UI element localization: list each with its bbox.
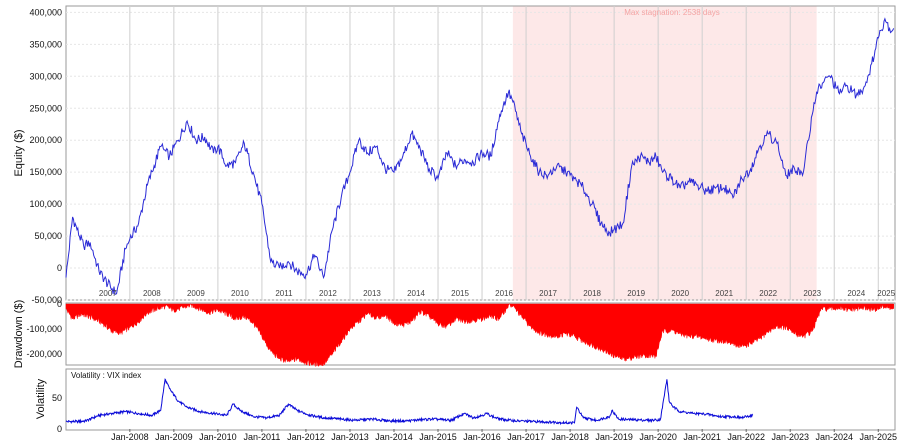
year-label: 2013: [363, 289, 381, 298]
volatility-tick-label: 0: [57, 424, 62, 434]
equity-tick-label: 250,000: [29, 103, 62, 113]
date-tick-label: Jan-2024: [815, 432, 853, 442]
date-tick-label: Jan-2011: [243, 432, 280, 442]
date-tick-label: Jan-2009: [155, 432, 193, 442]
volatility-line: [65, 378, 754, 426]
date-tick-label: Jan-2013: [331, 432, 369, 442]
year-label: 2020: [671, 289, 689, 298]
drawdown-tick-label: -100,000: [26, 324, 62, 334]
date-tick-label: Jan-2025: [860, 432, 898, 442]
equity-line: [65, 17, 895, 295]
year-label: 2014: [407, 289, 425, 298]
equity-tick-label: 150,000: [29, 167, 62, 177]
date-tick-label: Jan-2015: [419, 432, 457, 442]
volatility-panel: [65, 368, 896, 431]
year-label: 2021: [715, 289, 733, 298]
drawdown-area: [65, 303, 894, 367]
equity-tick-label: -50,000: [31, 295, 62, 305]
equity-tick-label: 200,000: [29, 135, 62, 145]
date-tick-label: Jan-2020: [639, 432, 677, 442]
date-tick-label: Jan-2016: [463, 432, 501, 442]
equity-tick-label: 300,000: [29, 71, 62, 81]
stagnation-region: [512, 6, 817, 300]
year-label: 2016: [495, 289, 513, 298]
date-tick-label: Jan-2021: [683, 432, 721, 442]
date-tick-label: Jan-2018: [551, 432, 589, 442]
year-label: 2012: [319, 289, 337, 298]
date-tick-label: Jan-2023: [771, 432, 809, 442]
equity-axis-label: Equity ($): [13, 129, 25, 176]
date-tick-label: Jan-2019: [595, 432, 633, 442]
stagnation-label: Max stagnation: 2538 days: [624, 8, 720, 17]
equity-tick-label: 100,000: [29, 199, 62, 209]
date-tick-label: Jan-2017: [507, 432, 545, 442]
year-label: 2024: [847, 289, 865, 298]
drawdown-tick-label: -200,000: [26, 349, 62, 359]
year-label: 2015: [451, 289, 469, 298]
date-tick-label: Jan-2014: [375, 432, 413, 442]
drawdown-axis-label: Drawdown ($): [13, 300, 25, 368]
equity-tick-label: 50,000: [34, 231, 62, 241]
volatility-axis-label: Volatility: [35, 378, 47, 419]
volatility-legend: Volatility : VIX index: [71, 371, 141, 380]
year-label: 2010: [231, 289, 249, 298]
equity-tick-label: 350,000: [29, 39, 62, 49]
date-tick-label: Jan-2008: [111, 432, 149, 442]
year-label: 2011: [275, 289, 293, 298]
date-tick-label: Jan-2012: [287, 432, 325, 442]
year-label: 2025: [877, 289, 895, 298]
year-label: 2008: [143, 289, 161, 298]
date-tick-label: Jan-2010: [199, 432, 237, 442]
equity-tick-label: 400,000: [29, 7, 62, 17]
volatility-tick-label: 50: [52, 393, 62, 403]
year-label: 2007: [99, 289, 117, 298]
date-tick-label: Jan-2022: [727, 432, 765, 442]
drawdown-tick-label: 0: [57, 299, 62, 309]
year-label: 2023: [803, 289, 821, 298]
year-label: 2019: [627, 289, 645, 298]
equity-tick-label: 0: [57, 263, 62, 273]
year-label: 2022: [759, 289, 777, 298]
year-label: 2017: [539, 289, 557, 298]
year-label: 2009: [187, 289, 205, 298]
year-label: 2018: [583, 289, 601, 298]
